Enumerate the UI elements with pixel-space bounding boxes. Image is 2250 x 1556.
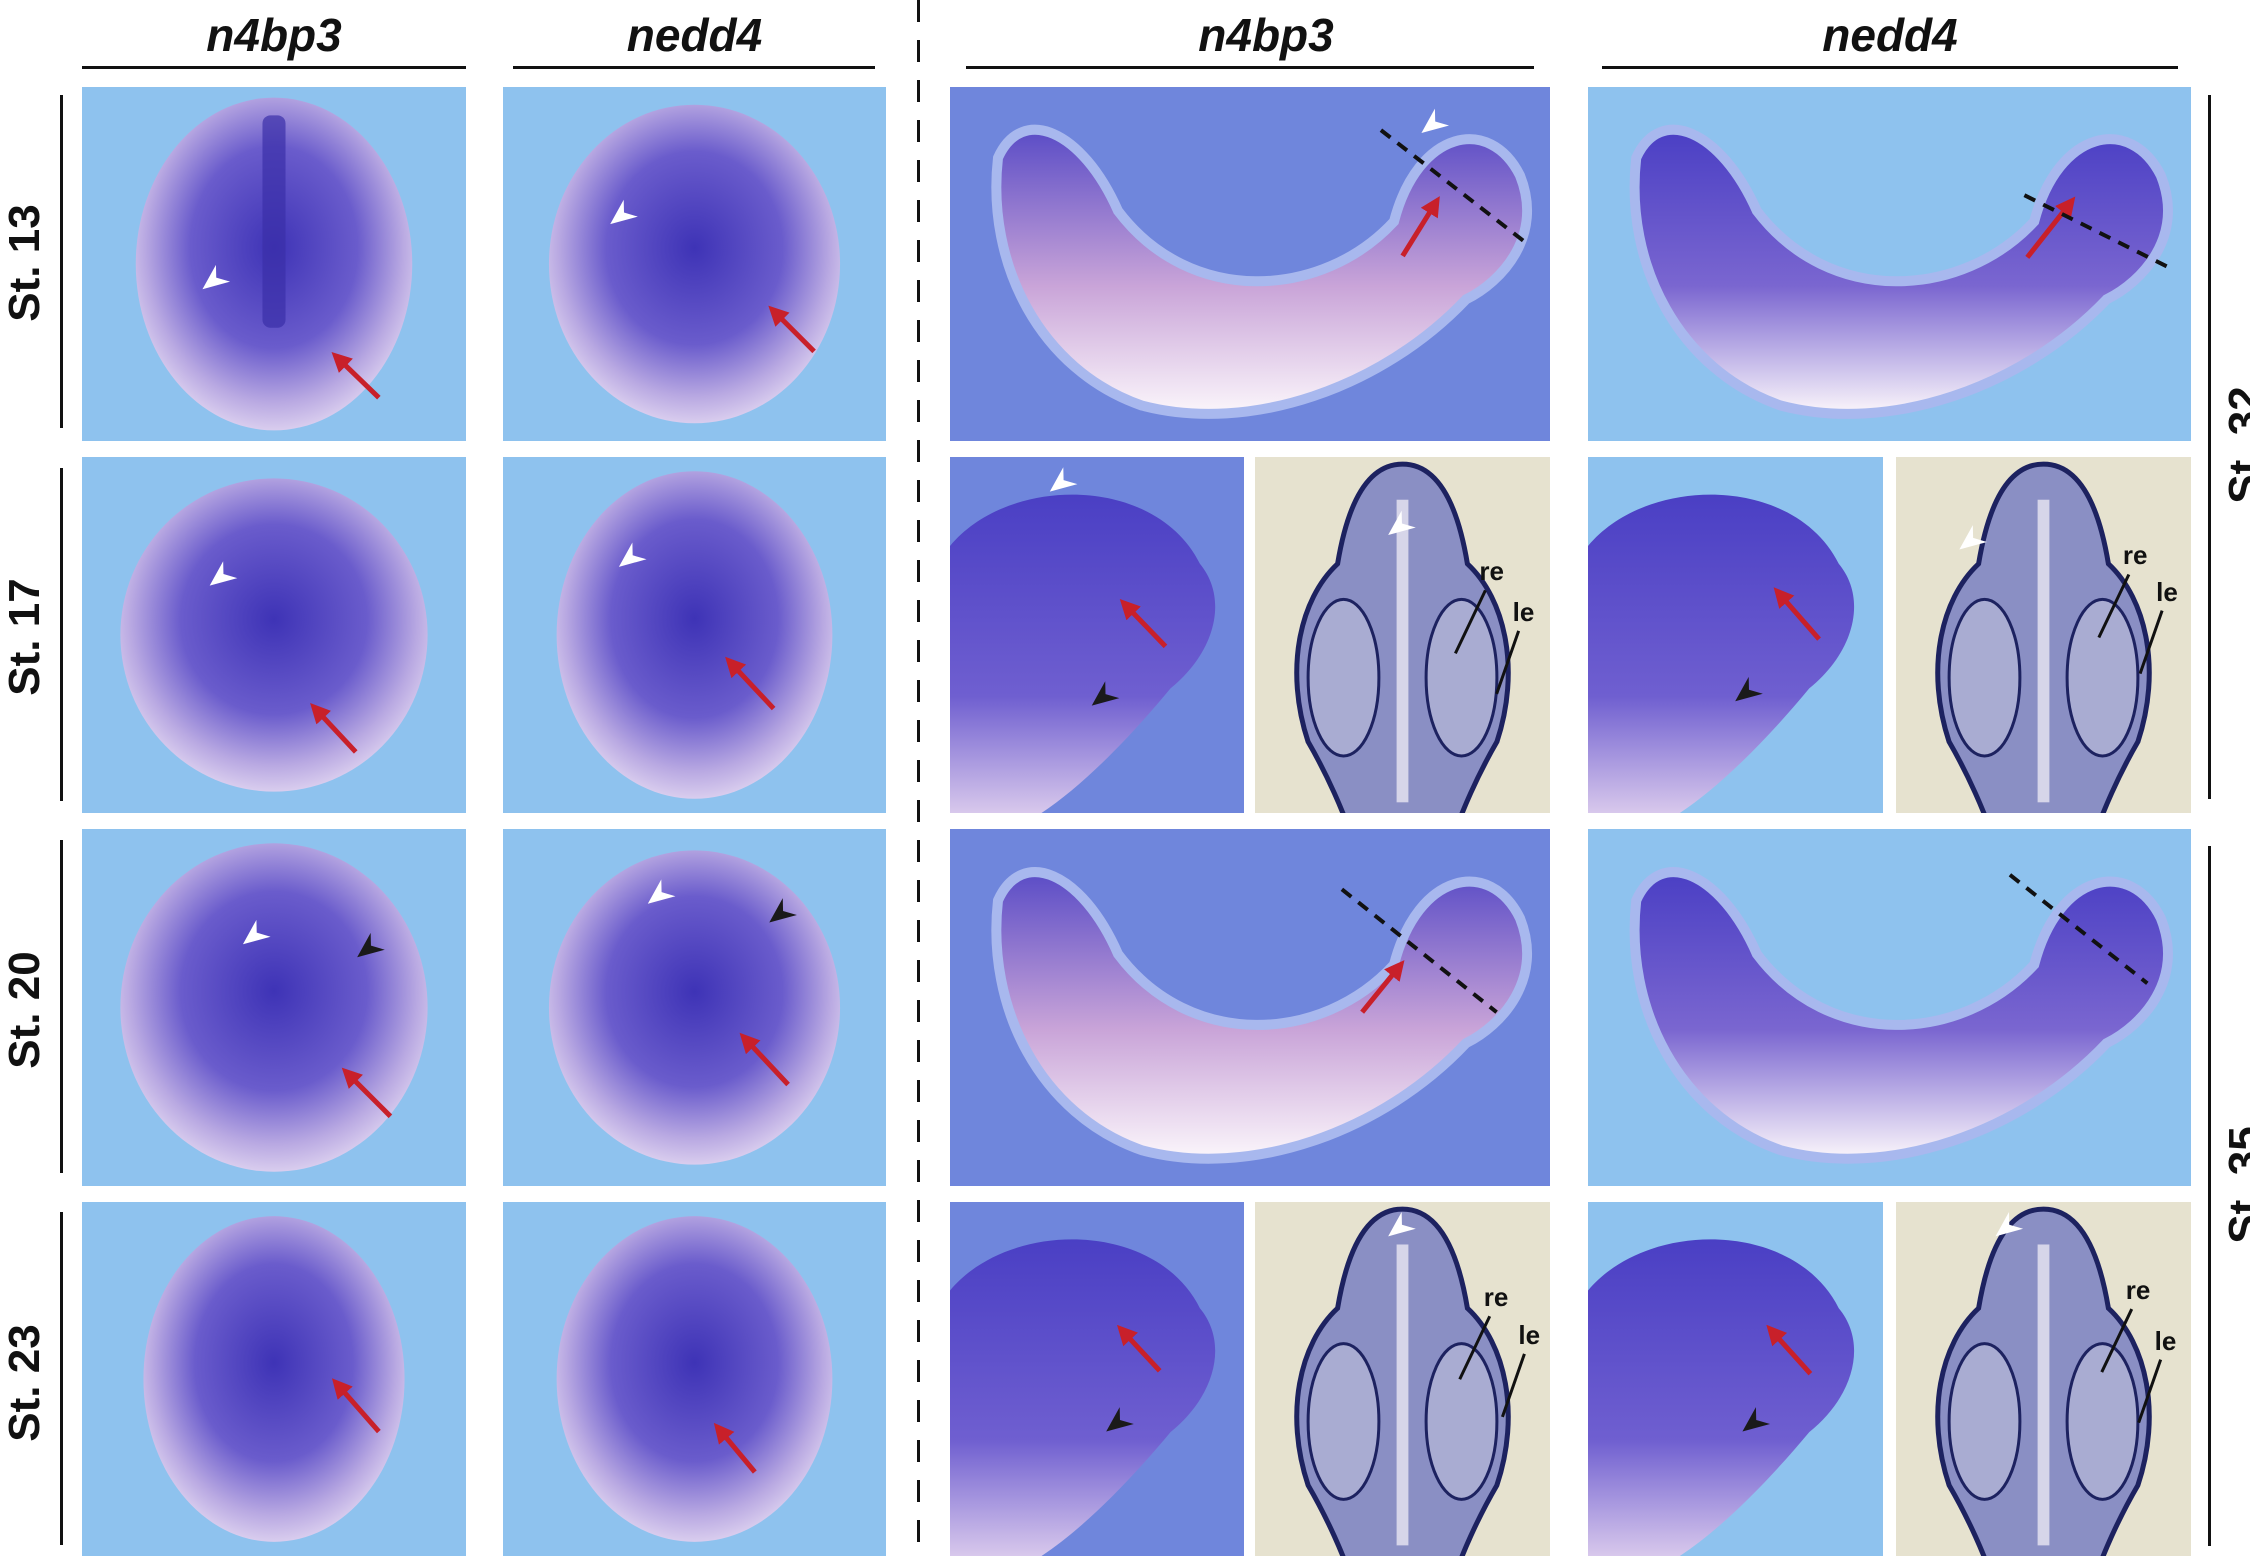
embryo [548,104,841,424]
annotation-retina: re [2122,540,2148,571]
stage-label-17: St. 17 [0,578,49,696]
eye-section-right [1424,597,1499,758]
stage-label-23: St. 23 [0,1324,49,1442]
stage-bracket [60,840,63,1173]
annotation-lens: le [2156,576,2178,607]
head-closeup [950,494,1216,813]
panel-nedd4-st32-section [1896,457,2191,813]
column-divider-dashed [917,0,920,1556]
panel-nedd4-st32-whole [1588,87,2191,441]
stage-label-20: St. 20 [0,951,49,1069]
embryo [120,478,428,792]
panel-nedd4-st35-whole [1588,829,2191,1186]
panel-nedd4-st17 [503,457,886,813]
panel-nedd4-st23 [503,1202,886,1556]
head-closeup [1588,1239,1854,1556]
stage-bracket [60,1212,63,1545]
neural-tube [2037,499,2050,803]
panel-nedd4-st35-section [1896,1202,2191,1556]
annotation-retina: re [2125,1275,2151,1306]
column-header-rule [966,66,1534,69]
panel-n4bp3-st32-section [1255,457,1550,813]
eye-section-right [1424,1342,1499,1501]
tadpole-embryo [1629,124,2173,419]
stage-label-35: St. 35 [2220,1126,2250,1244]
column-header-n4bp3-early: n4bp3 [206,9,342,61]
stage-label-13: St. 13 [0,204,49,322]
panel-nedd4-st13 [503,87,886,441]
stage-bracket [2208,95,2211,799]
stage-bracket [60,95,63,428]
head-closeup [1588,494,1854,813]
head-closeup [950,1239,1216,1556]
panel-n4bp3-st23 [82,1202,466,1556]
neural-tube [2037,1244,2050,1546]
column-header-nedd4-early: nedd4 [626,9,763,61]
embryo [120,843,428,1172]
panel-n4bp3-st20 [82,829,466,1186]
panel-n4bp3-st35-section [1255,1202,1550,1556]
embryo [556,471,833,799]
annotation-lens: le [1512,596,1535,627]
stage-label-32: St. 32 [2220,386,2250,504]
tadpole-embryo [1629,867,2173,1164]
tadpole-embryo [991,867,1532,1164]
embryo [556,1216,833,1542]
panel-n4bp3-st17 [82,457,466,813]
eye-section-right [2065,597,2140,758]
eye-section-left [1947,597,2022,758]
embryo [143,1216,405,1542]
annotation-retina: re [1483,1282,1509,1313]
annotation-retina: re [1479,556,1504,587]
panel-nedd4-st20 [503,829,886,1186]
column-header-rule [82,66,466,69]
eye-section-left [1306,1342,1381,1501]
panel-n4bp3-st35-head [950,1202,1244,1556]
eye-section-right [2065,1342,2140,1501]
column-header-nedd4-late: nedd4 [1822,9,1958,61]
panel-n4bp3-st13 [82,87,466,441]
column-header-n4bp3-late: n4bp3 [1198,9,1334,61]
tadpole-embryo [991,124,1532,419]
eye-section-left [1306,597,1381,758]
panel-nedd4-st32-head [1588,457,1883,813]
panel-n4bp3-st32-head [950,457,1244,813]
neural-tube [1396,499,1409,803]
panel-nedd4-st35-head [1588,1202,1883,1556]
eye-section-left [1947,1342,2022,1501]
annotation-lens: le [1518,1319,1541,1350]
neural-groove [262,115,286,328]
panel-n4bp3-st32-whole [950,87,1550,441]
stage-bracket [60,468,63,801]
column-header-rule [1602,66,2178,69]
neural-tube [1396,1244,1409,1546]
embryo [548,850,841,1165]
column-header-rule [513,66,875,69]
annotation-lens: le [2154,1325,2177,1356]
panel-n4bp3-st35-whole [950,829,1550,1186]
stage-bracket [2208,846,2211,1546]
